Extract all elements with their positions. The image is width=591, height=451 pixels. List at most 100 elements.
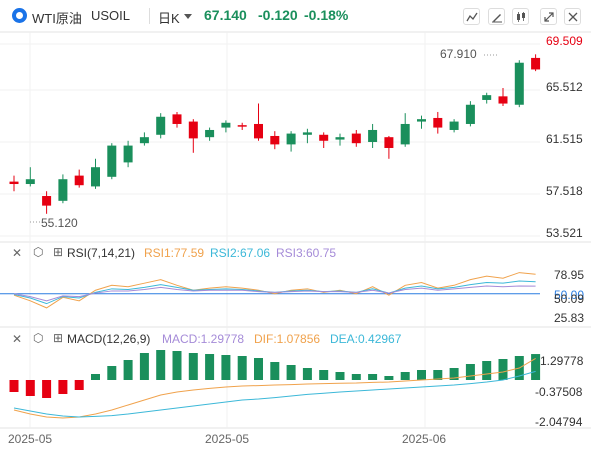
symbol-icon — [12, 8, 27, 23]
macd-bar — [91, 374, 100, 380]
macd-bar — [417, 370, 426, 380]
candle-body — [91, 167, 100, 187]
last-price: 67.140 — [204, 7, 247, 23]
macd-bar — [221, 355, 231, 380]
x-label-3: 2025-06 — [402, 432, 447, 446]
header-divider — [149, 8, 150, 24]
rsi-settings-icon[interactable]: ⬡ — [33, 245, 44, 259]
rsi1-value: RSI1:77.59 — [144, 246, 205, 260]
macd-bar — [482, 361, 492, 380]
rsi-series — [0, 272, 540, 309]
candle-body — [9, 181, 19, 185]
period-selector[interactable]: 日K — [158, 11, 180, 26]
candle-body — [74, 175, 84, 186]
macd-bar — [319, 370, 329, 380]
macd-bar — [74, 380, 84, 390]
rsi-add-icon[interactable]: ⊞ — [53, 245, 64, 259]
candle-body — [335, 137, 345, 140]
macd-y-label-1: 1.29778 — [540, 354, 584, 368]
fullscreen-icon[interactable] — [540, 8, 557, 25]
candle-body — [514, 62, 524, 105]
macd-value: MACD:1.29778 — [162, 332, 245, 346]
rsi-collapse-icon[interactable]: ✕ — [12, 246, 23, 260]
rsi1-line — [13, 272, 536, 309]
settings-icon[interactable] — [512, 8, 529, 25]
macd-y-label-2: -0.37508 — [535, 385, 583, 399]
y-label-top: 69.509 — [546, 34, 583, 48]
macd-bar — [188, 353, 198, 380]
candle-body — [302, 132, 312, 135]
macd-bar — [107, 366, 117, 380]
candle-body — [286, 133, 296, 145]
symbol-name[interactable]: WTI原油 — [32, 11, 82, 26]
rsi-y-label-4: 25.83 — [554, 311, 585, 325]
macd-bar — [270, 362, 280, 380]
macd-bar — [237, 356, 247, 380]
price-change: -0.120 — [258, 7, 298, 23]
candle-body — [156, 116, 166, 135]
macd-bar — [433, 370, 443, 380]
macd-bar — [335, 372, 345, 380]
candle-body — [384, 137, 394, 148]
candle-body — [25, 179, 35, 185]
rsi-y-label-2: 50.00 — [554, 288, 585, 302]
candle-body — [237, 125, 247, 127]
macd-collapse-icon[interactable]: ✕ — [12, 332, 23, 346]
dif-line — [13, 357, 536, 419]
rsi-y-label-1: 78.95 — [554, 268, 585, 282]
candle-body — [42, 196, 52, 206]
macd-settings-icon[interactable]: ⬡ — [33, 331, 44, 345]
candlestick-series — [9, 54, 541, 223]
candle-body — [368, 129, 378, 142]
candle-body — [417, 119, 426, 122]
candle-body — [172, 114, 182, 124]
candle-body — [351, 133, 361, 144]
macd-bar — [498, 359, 508, 380]
candle-body — [107, 145, 117, 177]
candle-body — [221, 122, 231, 128]
chevron-down-icon[interactable] — [184, 14, 192, 19]
macd-bar — [172, 351, 182, 380]
candle-body — [449, 121, 459, 130]
macd-bar — [351, 374, 361, 380]
macd-bar — [368, 374, 378, 380]
candle-body — [498, 96, 508, 104]
dif-value: DIF:1.07856 — [254, 332, 321, 346]
candle-body — [270, 135, 280, 145]
macd-bar — [58, 380, 68, 394]
candle-body — [254, 123, 263, 139]
candle-body — [205, 129, 215, 138]
x-label-1: 2025-05 — [8, 432, 53, 446]
chart-header: WTI原油 USOIL 日K 67.140 -0.120 -0.18% — [0, 0, 591, 32]
y-label-3: 61.515 — [546, 132, 583, 146]
low-label: 55.120 — [41, 216, 78, 230]
rsi-y-label-3: 50.09 — [554, 292, 585, 306]
close-icon[interactable] — [564, 8, 581, 25]
candle-body — [465, 104, 475, 124]
draw-icon[interactable] — [488, 8, 505, 25]
macd-histogram — [9, 350, 541, 398]
macd-add-icon[interactable]: ⊞ — [53, 331, 64, 345]
candle-body — [482, 95, 492, 100]
macd-y-label-3: -2.04794 — [535, 415, 583, 429]
macd-bar — [139, 353, 149, 380]
candle-body — [433, 117, 443, 128]
high-label: 67.910 — [440, 47, 477, 61]
macd-bar — [302, 368, 312, 380]
macd-bar — [123, 360, 133, 380]
candle-body — [58, 179, 68, 201]
candle-body — [400, 123, 410, 145]
macd-bar — [400, 372, 410, 380]
macd-bar — [254, 358, 263, 380]
macd-lines — [13, 357, 536, 419]
y-label-2: 65.512 — [546, 80, 583, 94]
y-label-5: 53.521 — [546, 226, 583, 240]
macd-bar — [286, 365, 296, 380]
macd-bar — [449, 368, 459, 380]
macd-bar — [531, 354, 541, 380]
indicator-icon[interactable] — [463, 8, 480, 25]
macd-bar — [25, 380, 35, 396]
x-label-2: 2025-05 — [205, 432, 250, 446]
candle-body — [188, 121, 198, 139]
